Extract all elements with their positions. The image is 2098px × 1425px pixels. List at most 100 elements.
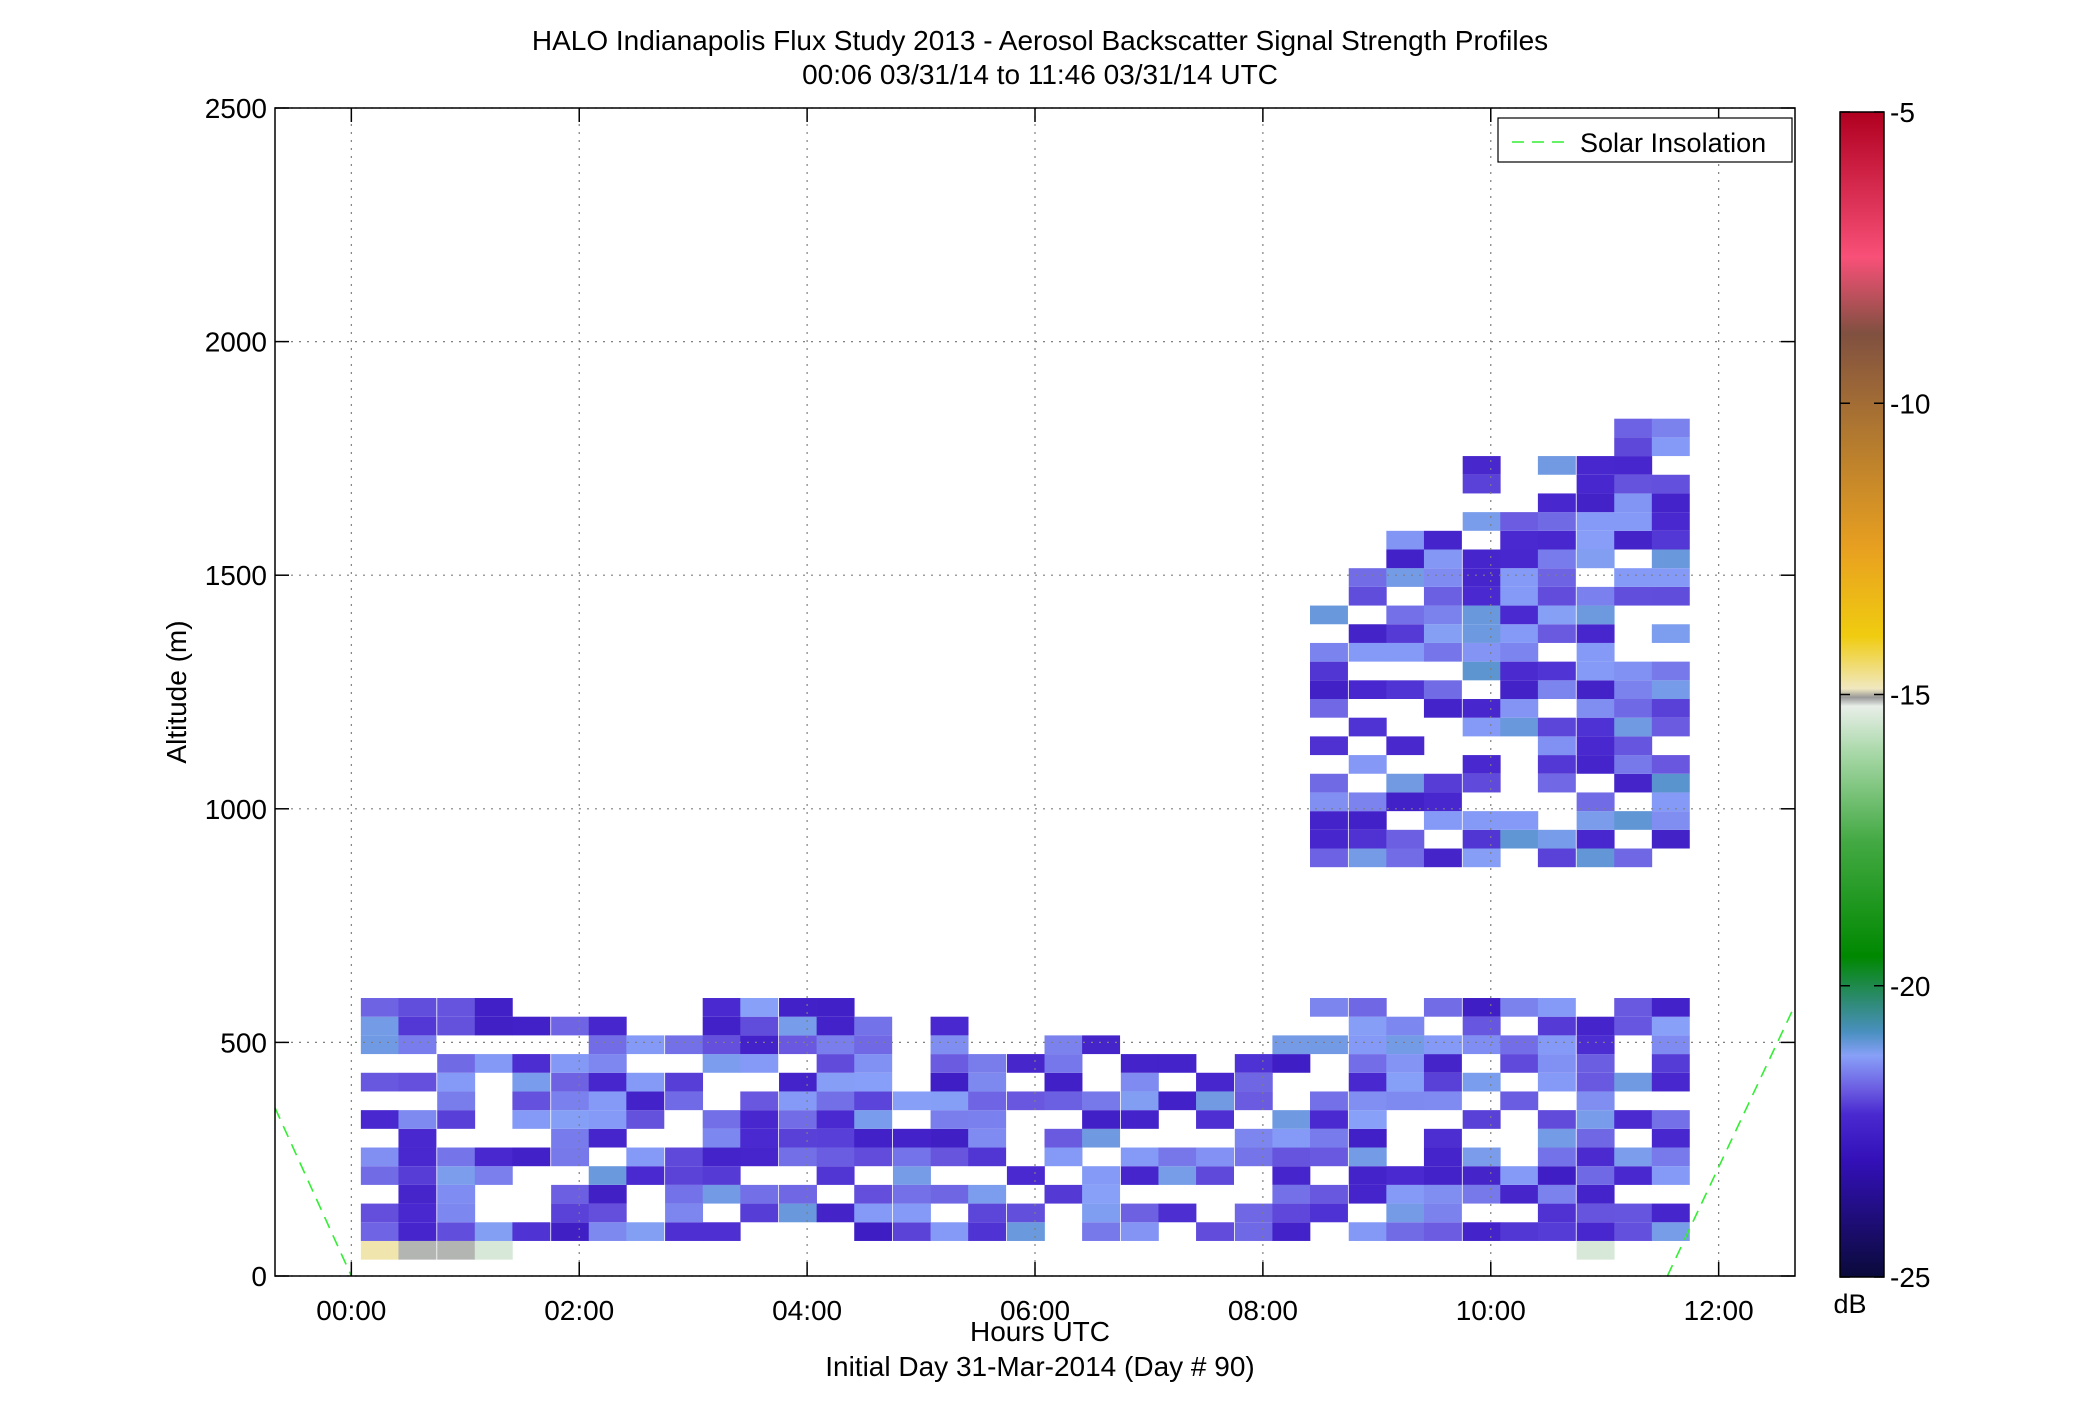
data-cell	[1614, 1222, 1653, 1241]
data-cell	[1386, 549, 1425, 569]
colorbar-unit-label: dB	[1833, 1289, 1866, 1319]
data-cell	[1158, 1166, 1197, 1185]
data-cell	[740, 1147, 779, 1167]
data-cell	[474, 1016, 513, 1036]
data-cell	[1386, 736, 1425, 756]
data-cell	[816, 1128, 855, 1148]
data-cell	[665, 1222, 704, 1241]
data-cell	[1614, 474, 1653, 494]
data-cell	[1348, 1091, 1387, 1111]
data-cell	[1386, 568, 1425, 587]
data-cell	[437, 1054, 476, 1073]
data-cell	[1576, 456, 1615, 475]
data-cell	[1348, 998, 1387, 1017]
data-cell	[1651, 998, 1690, 1017]
data-cell	[1537, 1222, 1576, 1241]
data-cell	[1614, 755, 1653, 774]
data-cell	[816, 1072, 855, 1092]
data-cell	[968, 1128, 1007, 1148]
data-cell	[1423, 811, 1462, 830]
data-cell	[740, 1091, 779, 1111]
data-cell	[1651, 1147, 1690, 1167]
data-cell	[588, 1091, 627, 1111]
data-cell	[1462, 717, 1501, 737]
data-cell	[437, 1203, 476, 1223]
y-axis-label: Altitude (m)	[161, 620, 192, 763]
data-cell	[1500, 717, 1539, 737]
data-cell	[854, 1110, 893, 1129]
data-cell	[1651, 1072, 1690, 1092]
y-tick-label: 1000	[205, 794, 267, 825]
data-cell	[1386, 1091, 1425, 1111]
data-cell	[1120, 1203, 1159, 1223]
data-cell	[1462, 605, 1501, 625]
data-cell	[588, 1128, 627, 1148]
data-cell	[1462, 624, 1501, 643]
data-cell	[1576, 1203, 1615, 1223]
data-cell	[1500, 811, 1539, 830]
data-cell	[1386, 1072, 1425, 1092]
data-cell	[1006, 1222, 1045, 1241]
data-cell	[1462, 773, 1501, 793]
data-cell	[398, 1016, 437, 1036]
data-cell	[1462, 1222, 1501, 1241]
data-cell	[1234, 1054, 1273, 1073]
data-cell	[1158, 1147, 1197, 1167]
data-cell	[1348, 848, 1387, 868]
data-cell	[930, 1147, 969, 1167]
data-cell	[779, 1128, 817, 1148]
data-cell	[1310, 736, 1348, 756]
data-cell	[588, 1184, 627, 1204]
data-cell	[1576, 512, 1615, 531]
data-cell	[1120, 1072, 1159, 1092]
data-cell	[1348, 586, 1387, 606]
data-cell	[1310, 811, 1348, 830]
data-cell	[360, 1110, 399, 1129]
data-cell	[1082, 1110, 1121, 1129]
data-cell	[854, 1035, 893, 1055]
data-cell	[512, 1016, 551, 1036]
data-cell	[1423, 1091, 1462, 1111]
data-cell	[360, 1166, 399, 1185]
data-cell	[1310, 792, 1348, 812]
data-cell	[779, 1147, 817, 1167]
data-cell	[1500, 530, 1539, 550]
data-cell	[1462, 661, 1501, 681]
data-cell	[1348, 1035, 1387, 1055]
data-cell	[1576, 1222, 1615, 1241]
data-cell	[1500, 586, 1539, 606]
data-cell	[1576, 1128, 1615, 1148]
data-cell	[1651, 811, 1690, 830]
data-cell	[1576, 680, 1615, 700]
data-cell	[1500, 998, 1539, 1017]
y-tick-label: 2000	[205, 327, 267, 358]
data-cell	[1386, 848, 1425, 868]
data-cell	[1614, 512, 1653, 531]
data-cell	[1082, 1222, 1121, 1241]
data-cell	[1348, 1184, 1387, 1204]
data-cell	[1651, 530, 1690, 550]
data-cell	[1462, 1016, 1501, 1036]
data-cell	[474, 1054, 513, 1073]
data-cell	[474, 1222, 513, 1241]
data-cell	[1423, 1035, 1462, 1055]
data-cell	[474, 998, 513, 1017]
data-cell	[1537, 755, 1576, 774]
data-cell	[474, 1166, 513, 1185]
data-cell	[1272, 1054, 1311, 1073]
data-cell	[1576, 642, 1615, 662]
data-cell	[1576, 1091, 1615, 1111]
chart-subtitle: 00:06 03/31/14 to 11:46 03/31/14 UTC	[802, 59, 1278, 90]
data-cell	[702, 1184, 741, 1204]
data-cell	[968, 1203, 1007, 1223]
data-cell	[1614, 1203, 1653, 1223]
data-cell	[1310, 699, 1348, 718]
data-cell	[779, 1072, 817, 1092]
data-cell	[779, 1110, 817, 1129]
data-cell	[702, 1054, 741, 1073]
data-cell	[779, 1184, 817, 1204]
data-cell	[1651, 1166, 1690, 1185]
data-cell	[1576, 829, 1615, 849]
data-cell	[1537, 530, 1576, 550]
